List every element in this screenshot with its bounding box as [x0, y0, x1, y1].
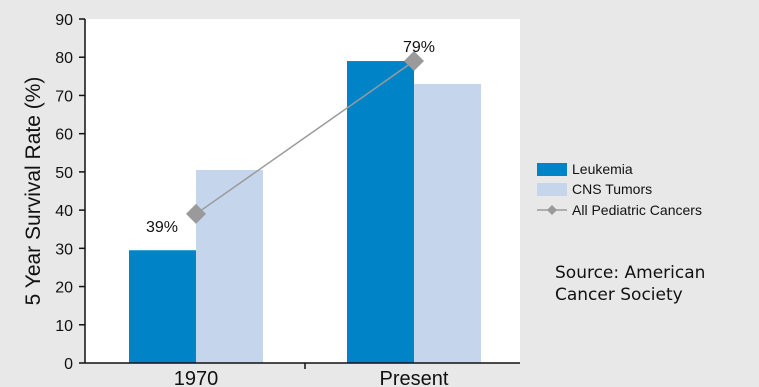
legend-swatch-cns-tumors: [537, 183, 567, 196]
y-tick-label-10: 10: [55, 318, 73, 335]
y-tick-label-0: 0: [64, 356, 73, 373]
marker-all-pediatric-cancers-1970: [186, 203, 206, 224]
y-tick-label-90: 90: [55, 12, 73, 29]
legend-marker-all-pediatric-cancers: [547, 205, 557, 215]
x-tick-label-present: Present: [380, 368, 449, 387]
legend-label-all-pediatric-cancers: All Pediatric Cancers: [572, 202, 702, 218]
data-label-present: 79%: [403, 39, 435, 56]
line-all-pediatric-cancers: [195, 60, 415, 215]
source-note: Source: American Cancer Society: [555, 262, 745, 306]
legend-label-leukemia: Leukemia: [572, 161, 633, 177]
y-axis-title: 5 Year Survival Rate (%): [22, 77, 45, 306]
source-note-line-1: Source: American: [555, 263, 706, 283]
marker-all-pediatric-cancers-present: [404, 51, 424, 72]
bar-leukemia-present: [347, 61, 414, 364]
bar-cns-tumors-1970: [196, 169, 263, 363]
y-tick-label-50: 50: [55, 165, 73, 182]
y-tick-label-60: 60: [55, 127, 73, 144]
x-tick-label-1970: 1970: [174, 368, 219, 387]
y-tick-label-80: 80: [55, 50, 73, 67]
bar-leukemia-1970: [129, 250, 196, 363]
legend-label-cns-tumors: CNS Tumors: [572, 181, 652, 197]
source-note-line-2: Cancer Society: [555, 285, 683, 305]
y-tick-label-70: 70: [55, 88, 73, 105]
y-tick-label-40: 40: [55, 203, 73, 220]
legend-swatch-leukemia: [537, 163, 567, 176]
data-label-1970: 39%: [146, 219, 178, 236]
bar-cns-tumors-present: [414, 83, 481, 363]
y-tick-label-20: 20: [55, 280, 73, 297]
y-tick-label-30: 30: [55, 241, 73, 258]
